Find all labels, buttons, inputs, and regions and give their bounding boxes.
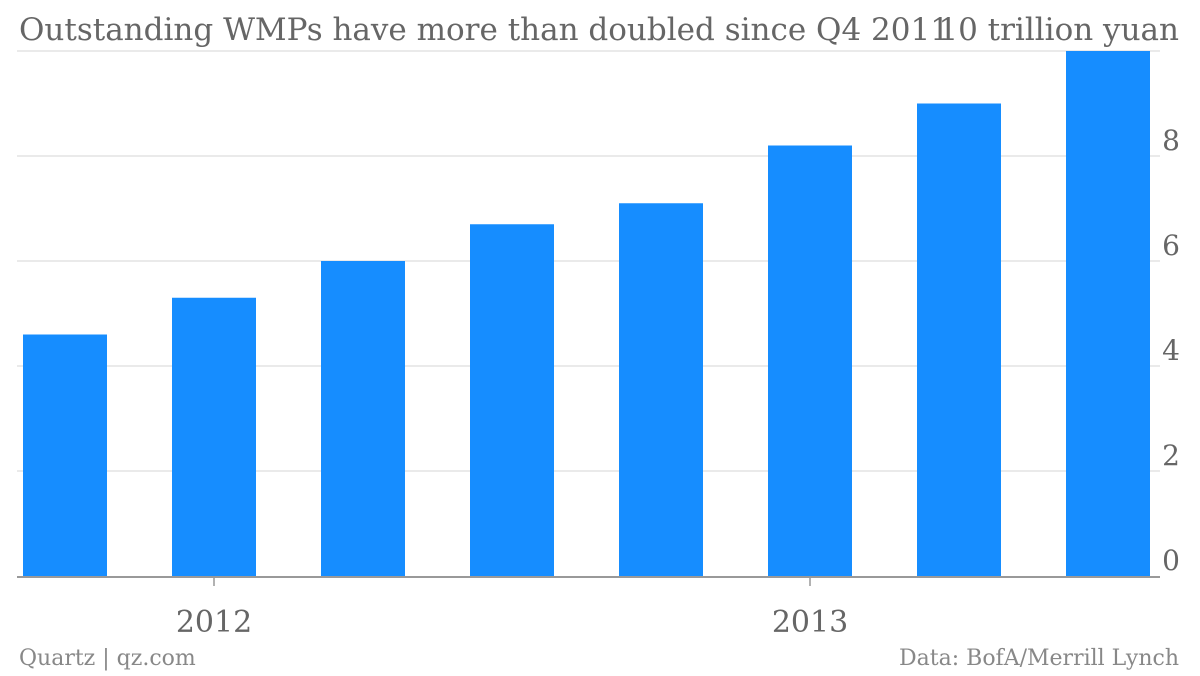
y-axis-unit-label: 10 trillion yuan (938, 12, 1179, 48)
chart-title: Outstanding WMPs have more than doubled … (19, 12, 950, 48)
y-tick-label: 6 (1162, 229, 1180, 262)
bar-q4-2012 (619, 203, 703, 576)
bar-q2-2012 (321, 261, 405, 576)
bar-q1-2012 (172, 297, 256, 576)
x-tick-label: 2012 (176, 605, 252, 640)
footer-credit: Quartz | qz.com (19, 646, 196, 671)
y-tick-label: 2 (1162, 439, 1180, 472)
y-tick-label: 8 (1162, 124, 1180, 157)
y-tick-label: 0 (1162, 544, 1180, 577)
bar-q3-2013 (1066, 51, 1150, 576)
bar-q2-2013 (917, 103, 1001, 576)
bar-q1-2013 (768, 145, 852, 576)
y-tick-label: 4 (1162, 334, 1180, 367)
x-tick-label: 2013 (772, 605, 848, 640)
bar-q4-2011 (23, 334, 107, 576)
bar-q3-2012 (470, 224, 554, 576)
footer-data-source: Data: BofA/Merrill Lynch (899, 646, 1179, 671)
